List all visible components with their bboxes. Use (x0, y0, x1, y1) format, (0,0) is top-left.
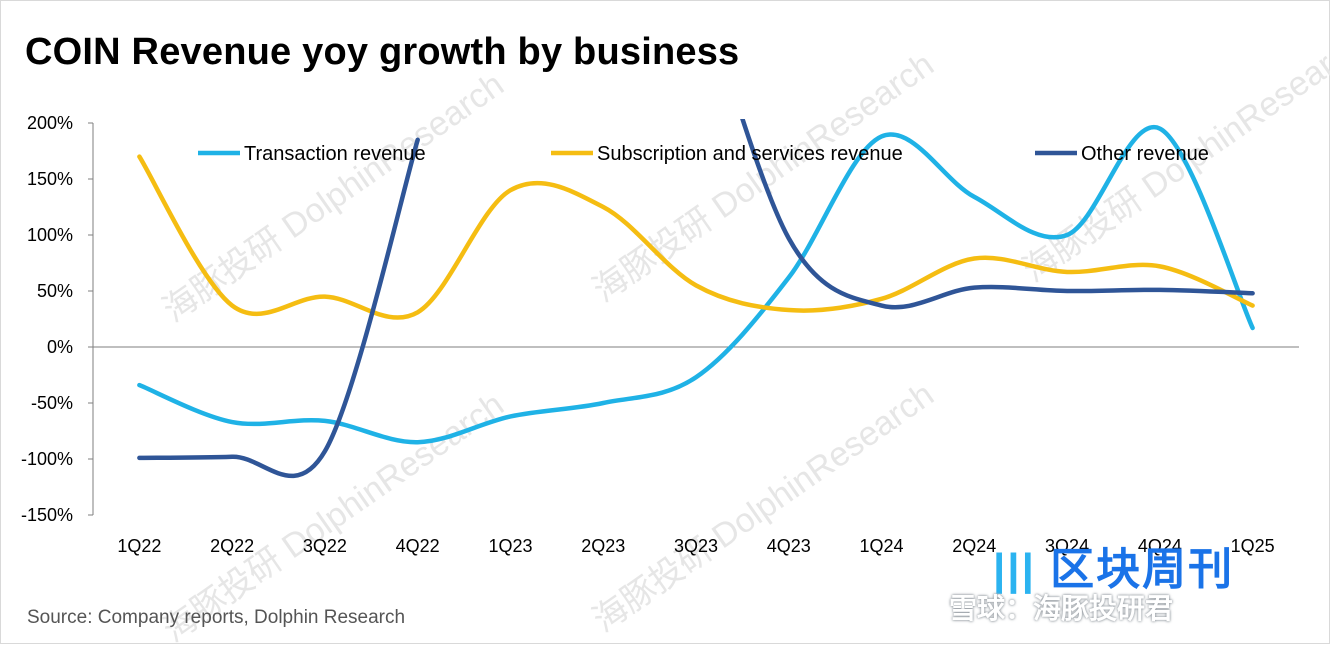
y-tick-label: 50% (37, 281, 73, 301)
overlay-logo: ||| 区块周刊 (993, 533, 1234, 597)
source-note: Source: Company reports, Dolphin Researc… (27, 607, 406, 628)
y-tick-label: 150% (27, 169, 73, 189)
y-tick-label: -150% (21, 505, 73, 525)
legend-label-2: Subscription and services revenue (597, 143, 903, 165)
logo-bars-icon: ||| (993, 545, 1036, 594)
overlay-sub: 雪球：海豚投研君 (949, 593, 1174, 624)
x-tick-label: 2Q23 (581, 536, 625, 556)
series-line-3 (740, 119, 1255, 310)
x-tick-label: 1Q23 (488, 536, 532, 556)
y-tick-label: 100% (27, 225, 73, 245)
x-tick-label: 1Q24 (860, 536, 904, 556)
logo-text: 区块周刊 (1050, 545, 1235, 594)
x-tick-label: 3Q22 (303, 536, 347, 556)
x-tick-label: 4Q24 (1138, 536, 1182, 556)
x-tick-label: 4Q22 (396, 536, 440, 556)
legend-label-3: Other revenue (1081, 143, 1209, 165)
x-tick-label: 1Q22 (117, 536, 161, 556)
legend-label-1: Transaction revenue (244, 143, 426, 165)
x-tick-label: 3Q23 (674, 536, 718, 556)
x-tick-label: 3Q24 (1045, 536, 1089, 556)
y-tick-label: -100% (21, 449, 73, 469)
chart-title: COIN Revenue yoy growth by business (25, 31, 740, 73)
x-tick-label: 2Q24 (952, 536, 996, 556)
series-line-2 (137, 154, 1255, 320)
y-tick-label: 200% (27, 113, 73, 133)
plot-area (137, 119, 1255, 479)
y-tick-label: 0% (47, 337, 73, 357)
x-tick-label: 1Q25 (1231, 536, 1275, 556)
series-line-3 (137, 137, 420, 479)
x-tick-label: 2Q22 (210, 536, 254, 556)
x-tick-label: 4Q23 (767, 536, 811, 556)
y-tick-label: -50% (31, 393, 73, 413)
